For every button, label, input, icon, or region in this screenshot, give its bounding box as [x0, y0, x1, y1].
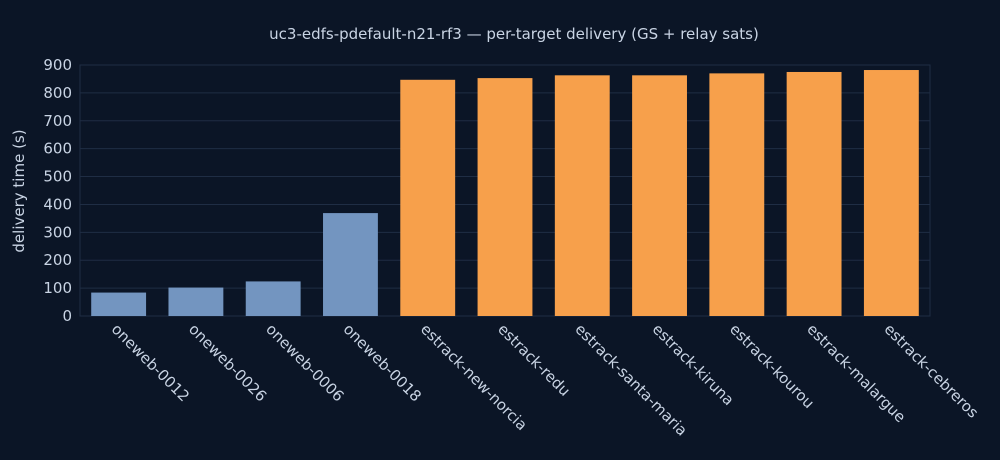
- y-tick-label: 400: [43, 195, 72, 213]
- bar-oneweb-0006: [245, 281, 301, 316]
- y-axis: 0 100 200 300 400 500 600 700 800 900: [43, 56, 72, 325]
- x-tick-label: estrack-kiruna: [649, 320, 738, 409]
- y-tick-label: 500: [43, 168, 72, 186]
- y-tick-label: 900: [43, 56, 72, 74]
- y-tick-label: 300: [43, 223, 72, 241]
- y-tick-label: 200: [43, 251, 72, 269]
- bar-oneweb-0012: [91, 292, 147, 316]
- x-tick-label: oneweb-0012: [108, 320, 193, 405]
- x-tick-label: oneweb-0006: [262, 320, 347, 405]
- x-tick-label: estrack-kourou: [726, 320, 818, 412]
- bar-estrack-cebreros: [863, 70, 919, 317]
- y-axis-title: delivery time (s): [10, 129, 28, 252]
- bar-oneweb-0018: [323, 213, 378, 316]
- x-tick-label: estrack-redu: [494, 320, 574, 400]
- bar-estrack-kiruna: [632, 75, 687, 317]
- bar-estrack-malargue: [786, 71, 842, 316]
- y-tick-label: 700: [43, 112, 72, 130]
- y-tick-label: 0: [62, 307, 72, 325]
- chart-title: uc3-edfs-pdefault-n21-rf3 — per-target d…: [269, 25, 759, 43]
- x-tick-label: oneweb-0026: [185, 320, 270, 405]
- x-tick-label: oneweb-0018: [340, 320, 425, 405]
- x-axis: oneweb-0012oneweb-0026oneweb-0006oneweb-…: [108, 320, 982, 439]
- bar-estrack-santa-maria: [554, 75, 610, 317]
- y-tick-label: 100: [43, 279, 72, 297]
- bar-estrack-redu: [477, 78, 533, 316]
- bar-estrack-kourou: [709, 73, 765, 316]
- y-tick-label: 600: [43, 140, 72, 158]
- bars: [91, 70, 919, 317]
- bar-oneweb-0026: [168, 287, 224, 316]
- y-tick-label: 800: [43, 84, 72, 102]
- bar-estrack-new-norcia: [400, 79, 456, 316]
